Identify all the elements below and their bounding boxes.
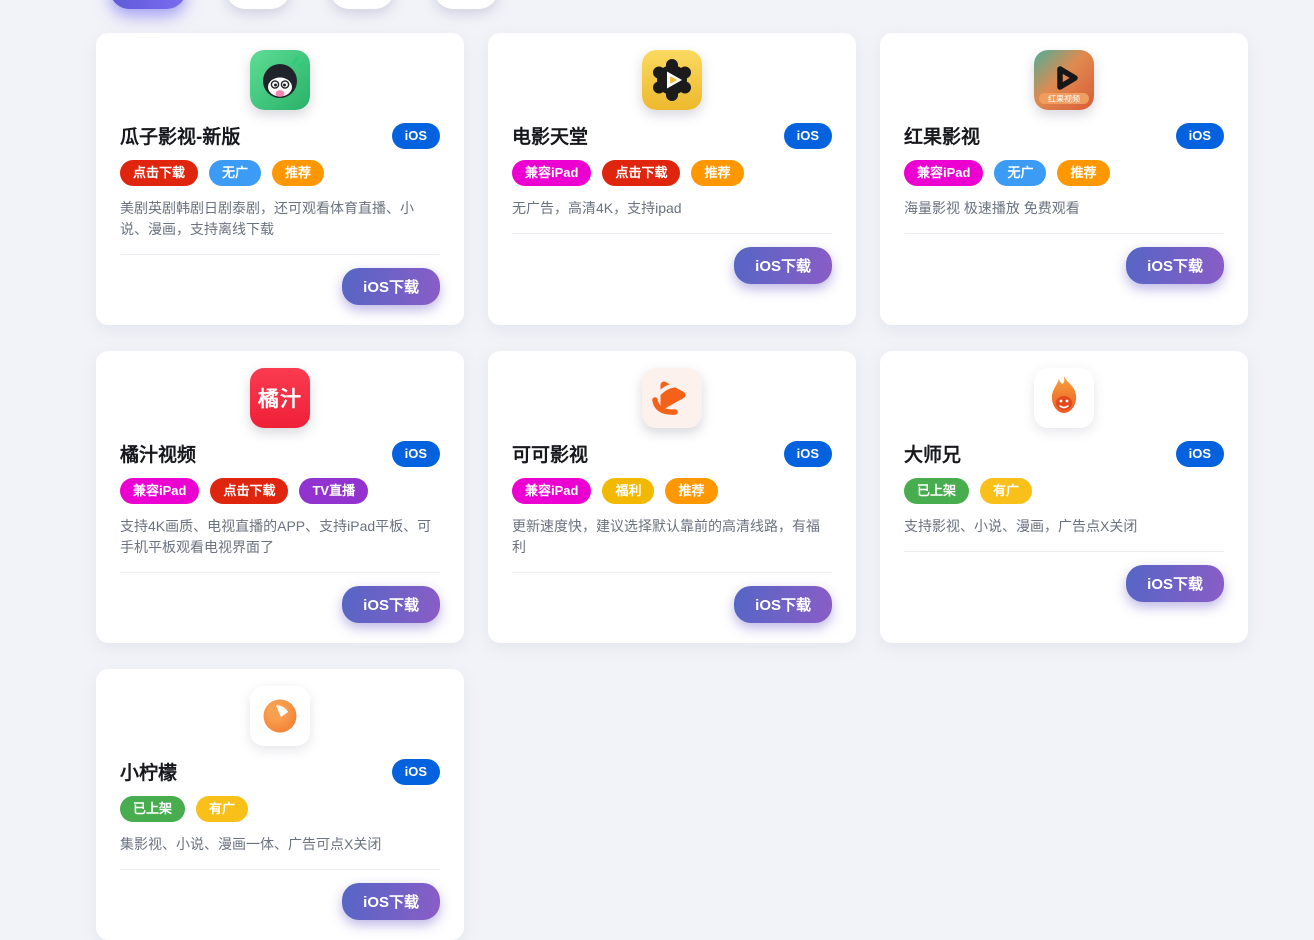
ios-download-button[interactable]: iOS下载 — [342, 586, 440, 623]
app-card-grid: 瓜子影视-新版 iOS 点击下载 无广 推荐 美剧英剧韩剧日剧泰剧，还可观看体育… — [96, 33, 1248, 940]
divider — [512, 572, 832, 573]
category-tab-4[interactable] — [434, 0, 498, 9]
ios-platform-badge: iOS — [783, 122, 832, 149]
ios-platform-badge: iOS — [783, 440, 832, 467]
tag-pill: 兼容iPad — [120, 478, 200, 504]
app-title: 红果影视 — [904, 127, 981, 148]
tag-list: 点击下载 无广 推荐 — [120, 160, 440, 186]
category-tabs — [110, 0, 498, 9]
keke-app-icon — [642, 368, 702, 428]
app-card: 橘汁 橘汁视频 iOS 兼容iPad 点击下载 TV直播 支持4K画质、电视直播… — [96, 351, 464, 643]
category-tab-3[interactable] — [330, 0, 394, 9]
tag-pill: 无广 — [209, 160, 262, 186]
ios-download-button[interactable]: iOS下载 — [1126, 247, 1224, 284]
divider — [512, 233, 832, 234]
tag-list: 兼容iPad 点击下载 TV直播 — [120, 478, 440, 504]
tag-list: 兼容iPad 无广 推荐 — [904, 160, 1224, 186]
app-card: 可可影视 iOS 兼容iPad 福利 推荐 更新速度快，建议选择默认靠前的高清线… — [488, 351, 856, 643]
tag-pill: 兼容iPad — [904, 160, 984, 186]
tag-list: 兼容iPad 福利 推荐 — [512, 478, 832, 504]
tag-list: 兼容iPad 点击下载 推荐 — [512, 160, 832, 186]
tag-pill: 已上架 — [120, 796, 186, 822]
xiaoningmeng-app-icon — [250, 686, 310, 746]
app-description: 海量影视 极速播放 免费观看 — [904, 200, 1080, 216]
tag-pill: 兼容iPad — [512, 160, 592, 186]
app-title: 大师兄 — [904, 445, 962, 466]
ios-platform-badge: iOS — [1175, 440, 1224, 467]
tag-pill: 推荐 — [1057, 160, 1110, 186]
divider — [904, 551, 1224, 552]
tag-pill: 有广 — [980, 478, 1033, 504]
app-description: 美剧英剧韩剧日剧泰剧，还可观看体育直播、小说、漫画，支持离线下载 — [120, 200, 414, 237]
tag-pill: 已上架 — [904, 478, 970, 504]
category-tab-2[interactable] — [226, 0, 290, 9]
tag-pill: 福利 — [602, 478, 655, 504]
tag-pill: 无广 — [994, 160, 1047, 186]
ios-platform-badge: iOS — [391, 122, 440, 149]
app-title: 小柠檬 — [120, 763, 178, 784]
ios-platform-badge: iOS — [391, 440, 440, 467]
tag-pill: TV直播 — [299, 478, 369, 504]
juzhi-app-icon: 橘汁 — [250, 368, 310, 428]
tag-pill: 有广 — [196, 796, 249, 822]
divider — [904, 233, 1224, 234]
app-card: 电影天堂 iOS 兼容iPad 点击下载 推荐 无广告，高清4K，支持ipad … — [488, 33, 856, 325]
tag-pill: 推荐 — [665, 478, 718, 504]
divider — [120, 572, 440, 573]
tag-pill: 兼容iPad — [512, 478, 592, 504]
app-title: 橘汁视频 — [120, 445, 197, 466]
hongguo-icon-label: 红果视频 — [1048, 94, 1080, 104]
ios-download-button[interactable]: iOS下载 — [1126, 565, 1224, 602]
ios-platform-badge: iOS — [1175, 122, 1224, 149]
tag-list: 已上架 有广 — [120, 796, 440, 822]
app-description: 更新速度快，建议选择默认靠前的高清线路，有福利 — [512, 518, 820, 555]
juzhi-icon-label: 橘汁 — [258, 388, 302, 411]
ios-download-button[interactable]: iOS下载 — [342, 883, 440, 920]
app-title: 可可影视 — [512, 445, 589, 466]
tag-list: 已上架 有广 — [904, 478, 1224, 504]
app-card: 红果视频 红果影视 iOS 兼容iPad 无广 推荐 海量影视 极速播放 免费观… — [880, 33, 1248, 325]
app-card: 小柠檬 iOS 已上架 有广 集影视、小说、漫画一体、广告可点X关闭 iOS下载 — [96, 669, 464, 940]
divider — [120, 869, 440, 870]
dashixiong-app-icon — [1034, 368, 1094, 428]
guazi-app-icon — [250, 50, 310, 110]
tag-pill: 点击下载 — [602, 160, 681, 186]
dianying-tiantang-app-icon — [642, 50, 702, 110]
tag-pill: 推荐 — [691, 160, 744, 186]
ios-download-button[interactable]: iOS下载 — [342, 268, 440, 305]
ios-platform-badge: iOS — [391, 758, 440, 785]
divider — [120, 254, 440, 255]
hongguo-app-icon: 红果视频 — [1034, 50, 1094, 110]
category-tab-1[interactable] — [110, 0, 186, 9]
tag-pill: 点击下载 — [120, 160, 199, 186]
ios-download-button[interactable]: iOS下载 — [734, 247, 832, 284]
app-title: 电影天堂 — [512, 127, 589, 148]
app-description: 支持4K画质、电视直播的APP、支持iPad平板、可手机平板观看电视界面了 — [120, 518, 432, 555]
ios-download-button[interactable]: iOS下载 — [734, 586, 832, 623]
app-description: 支持影视、小说、漫画，广告点X关闭 — [904, 518, 1138, 534]
tag-pill: 推荐 — [272, 160, 325, 186]
app-card: 大师兄 iOS 已上架 有广 支持影视、小说、漫画，广告点X关闭 iOS下载 — [880, 351, 1248, 643]
app-description: 集影视、小说、漫画一体、广告可点X关闭 — [120, 836, 382, 852]
app-title: 瓜子影视-新版 — [120, 127, 241, 148]
app-description: 无广告，高清4K，支持ipad — [512, 200, 682, 216]
app-card: 瓜子影视-新版 iOS 点击下载 无广 推荐 美剧英剧韩剧日剧泰剧，还可观看体育… — [96, 33, 464, 325]
tag-pill: 点击下载 — [210, 478, 289, 504]
